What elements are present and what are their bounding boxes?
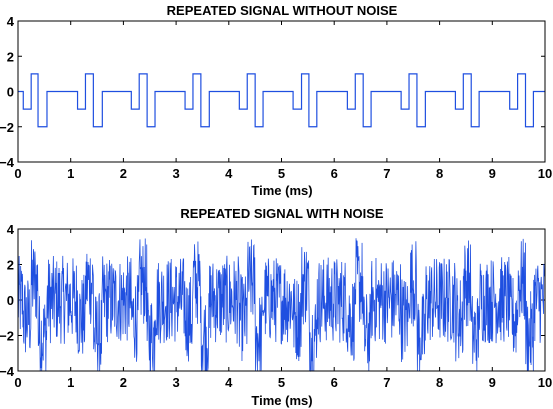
noisy-signal-line [17, 238, 546, 372]
x-ticks-top: 0 1 2 3 4 5 6 7 8 9 10 [14, 21, 552, 181]
x-tick-label: 7 [383, 166, 390, 181]
axes-frame-top [17, 20, 546, 163]
x-tick-label: 6 [331, 166, 338, 181]
x-tick-label: 8 [436, 166, 443, 181]
x-tick-label: 1 [67, 166, 74, 181]
x-tick-label: 3 [172, 375, 179, 390]
x-tick-label: 1 [67, 375, 74, 390]
panel-with-noise: REPEATED SIGNAL WITH NOISE −4 −2 0 2 4 0 1 2 3 4… [0, 206, 552, 408]
y-tick-label: 2 [7, 258, 14, 273]
panel-without-noise: REPEATED SIGNAL WITHOUT NOISE −4 −2 0 2 4 0 1… [0, 3, 552, 198]
x-tick-label: 10 [538, 166, 552, 181]
x-tick-label: 3 [172, 166, 179, 181]
x-tick-label: 9 [489, 375, 496, 390]
chart-title-top: REPEATED SIGNAL WITHOUT NOISE [167, 3, 398, 18]
x-tick-label: 0 [14, 166, 21, 181]
x-tick-label: 8 [436, 375, 443, 390]
x-tick-label: 10 [538, 375, 552, 390]
x-tick-label: 2 [120, 375, 127, 390]
y-tick-label: 0 [7, 293, 14, 308]
x-tick-label: 6 [331, 375, 338, 390]
axes-frame-bottom [17, 228, 546, 372]
x-tick-label: 4 [225, 375, 233, 390]
x-tick-label: 4 [225, 166, 233, 181]
y-tick-label: −2 [0, 120, 14, 135]
x-tick-label: 7 [383, 375, 390, 390]
x-tick-label: 2 [120, 166, 127, 181]
y-tick-label: 4 [7, 14, 15, 29]
x-tick-label: 5 [278, 375, 285, 390]
x-tick-label: 9 [489, 166, 496, 181]
x-axis-label-top: Time (ms) [251, 183, 312, 198]
x-tick-label: 0 [14, 375, 21, 390]
y-tick-label: 4 [7, 222, 15, 237]
y-tick-label: 0 [7, 85, 14, 100]
x-tick-label: 5 [278, 166, 285, 181]
chart-title-bottom: REPEATED SIGNAL WITH NOISE [180, 206, 384, 221]
y-ticks-bottom: −4 −2 0 2 4 [0, 222, 545, 379]
x-axis-label-bottom: Time (ms) [251, 393, 312, 408]
y-tick-label: −4 [0, 364, 15, 379]
x-ticks-bottom: 0 1 2 3 4 5 6 7 8 9 10 [14, 229, 552, 390]
y-tick-label: 2 [7, 49, 14, 64]
signal-line-top [18, 73, 545, 128]
y-tick-label: −2 [0, 329, 14, 344]
y-tick-label: −4 [0, 155, 15, 170]
